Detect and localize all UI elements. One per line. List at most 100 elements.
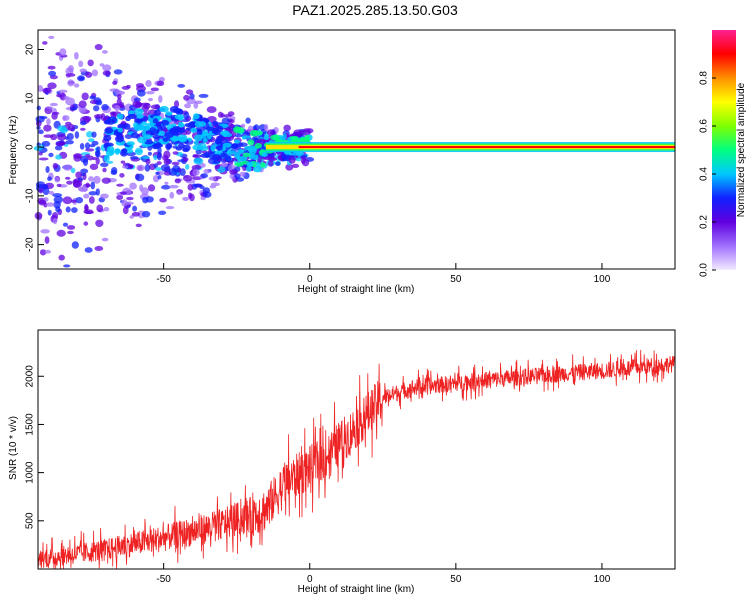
spectrogram-blob [58,141,67,145]
spectrogram-blob [135,223,142,228]
spectrogram-blob [95,188,100,196]
spectrogram-blob [156,80,165,87]
spectrogram-blob [275,161,281,166]
spectrogram-blob [113,69,123,75]
signal-band-core [298,146,675,149]
spectrogram-blob [190,127,198,134]
spectrogram-blob [94,245,104,252]
spectrogram-blob [157,146,162,155]
spectrogram-y-tick-label: 20 [25,44,36,56]
spectrogram-blob [179,137,187,143]
spectrogram-blob [147,151,152,156]
spectrogram-blob [289,135,299,141]
snr-x-label: Height of straight line (km) [298,584,415,595]
spectrogram-frame [37,29,676,270]
spectrogram-blob [36,142,41,147]
spectrogram-blob [85,131,94,138]
spectrogram-blob [88,176,94,182]
spectrogram-blob [208,176,217,181]
spectrogram-blob [117,94,122,100]
spectrogram-blob [80,127,86,131]
snr-frame [37,329,676,570]
spectrogram-blob [161,184,171,190]
spectrogram-y-tick-label: 10 [25,92,36,104]
spectrogram-x-tick-label: 0 [307,274,313,285]
colorbar-gradient [712,30,736,270]
spectrogram-blob [95,99,103,106]
spectrogram-blob [111,116,117,124]
spectrogram-blob [169,106,180,113]
spectrogram-blob [42,87,52,94]
spectrogram-blob [123,123,131,130]
spectrogram-blob [263,134,270,141]
spectrogram-blob [67,230,74,235]
spectrogram-blob [163,150,171,159]
spectrogram-blob [42,41,48,45]
spectrogram-blob [54,176,61,183]
colorbar-ticks: 0.0 0.2 0.4 0.6 0.8 [699,71,716,277]
spectrogram-blob [202,137,208,143]
spectrogram-blob [165,205,175,210]
spectrogram-blob [56,183,62,188]
snr-y-label: SNR (10 * v/v) [8,416,19,480]
spectrogram-blob [266,129,276,136]
spectrogram-blob [114,104,121,112]
spectrogram-blob [112,80,118,86]
spectrogram-blob [116,98,122,107]
spectrogram-blob [117,127,124,133]
spectrogram-blob [65,206,71,213]
spectrogram-blob [215,125,224,133]
spectrogram-blob [134,118,143,124]
spectrogram-blob [145,90,155,95]
spectrogram-blob [117,123,126,129]
spectrogram-blob [235,126,245,134]
spectrogram-blob [194,134,204,142]
spectrogram-blob [119,191,127,195]
spectrogram-blob [116,183,124,187]
spectrogram-blob [85,71,93,78]
spectrogram-blob [267,159,274,167]
spectrogram-blob [132,100,142,108]
spectrogram-blob [234,139,241,144]
spectrogram-blob [222,162,228,167]
spectrogram-blob [169,127,177,132]
spectrogram-blob [126,196,134,201]
spectrogram-y-label: Frequency (Hz) [8,116,19,185]
spectrogram-blob [150,104,161,110]
spectrogram-blob [129,155,139,160]
spectrogram-blob [261,152,268,158]
colorbar-label: Normalized spectral amplitude [736,82,747,217]
spectrogram-blob [79,68,88,73]
spectrogram-blob [73,153,83,159]
spectrogram-blob [160,164,171,172]
spectrogram-blob [127,113,137,120]
spectrogram-blob [114,135,125,143]
spectrogram-blob [150,87,159,92]
spectrogram-blob [114,148,121,155]
spectrogram-blob [129,182,137,190]
spectrogram-blob [102,167,107,173]
spectrogram-blob [141,187,149,196]
colorbar-tick-label: 0.2 [699,215,710,229]
spectrogram-blob [106,160,114,164]
spectrogram-blob [104,142,114,148]
snr-y-tick-label: 500 [25,512,36,529]
spectrogram-blob [163,158,171,166]
spectrogram-blob [200,153,211,158]
spectrogram-blob [263,123,269,132]
spectrogram-blob [252,165,262,173]
spectrogram-blob [156,161,162,166]
spectrogram-blob [119,172,125,178]
spectrogram-blob [158,95,163,103]
spectrogram-blob [147,184,156,192]
snr-series-line [37,349,676,569]
spectrogram-blob [62,115,70,121]
spectrogram-blob [285,163,294,171]
spectrogram-blob [102,70,111,76]
snr-plot-area [38,330,675,569]
spectrogram-blob [37,84,44,92]
spectrogram-blob [189,193,195,202]
spectrogram-blob [58,254,65,261]
spectrogram-blob [137,136,147,144]
